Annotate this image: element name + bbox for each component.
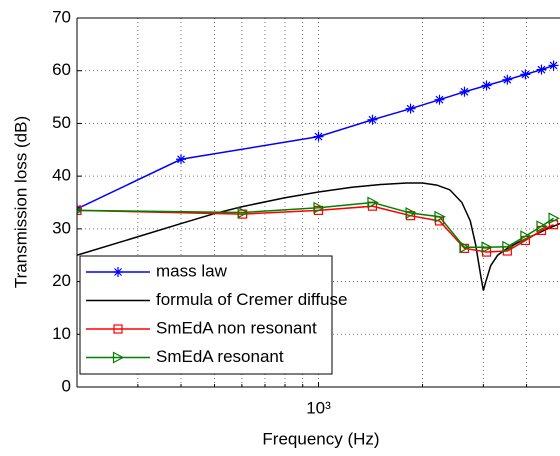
marker-triangle [434,210,446,223]
marker-star [520,69,531,80]
data [77,60,560,291]
marker-square [113,324,123,334]
marker-triangle [520,230,532,243]
marker-star [405,103,416,114]
series-line [77,205,554,253]
marker-star [113,267,123,277]
marker-star [459,86,470,97]
legend-label: formula of Cremer diffuse [156,290,347,309]
legend-box [79,255,333,375]
marker-star [502,74,513,85]
marker-triangle [405,207,417,220]
marker-triangle [237,206,249,219]
y-axis-label: Transmission loss (dB) [11,116,30,288]
legend: mass law formula of Cremer diffuse SmEdA n… [79,255,347,375]
marker-triangle [536,220,548,233]
marker-star [434,94,445,105]
y-tick-label: 60 [52,60,71,79]
series-line [77,182,560,291]
y-tick-label: 70 [52,7,71,26]
legend-label: SmEdA resonant [156,347,284,366]
y-tick-label: 30 [52,218,71,237]
marker-star [481,80,492,91]
marker-triangle [459,241,471,254]
marker-triangle [367,196,379,209]
y-tick-label: 20 [52,271,71,290]
legend-label: mass law [156,261,228,280]
marker-star [536,64,547,75]
marker-triangle [481,241,493,254]
y-tick-label: 10 [52,324,71,343]
series-line [77,64,554,210]
marker-triangle [502,240,514,253]
y-tick-label: 0 [62,376,71,395]
marker-star [176,154,187,165]
marker-triangle [548,212,560,225]
x-axis-label: Frequency (Hz) [262,429,379,448]
marker-star [367,114,378,125]
marker-triangle [313,201,325,214]
x-tick-label: 10³ [306,398,331,417]
marker-star [548,60,559,71]
y-tick-label: 40 [52,166,71,185]
legend-label: SmEdA non resonant [156,318,317,337]
y-tick-label: 50 [52,113,71,132]
marker-star [313,131,324,142]
axes: 0 10 20 30 40 50 60 70 10³ [52,7,560,417]
marker-triangle [112,351,125,364]
